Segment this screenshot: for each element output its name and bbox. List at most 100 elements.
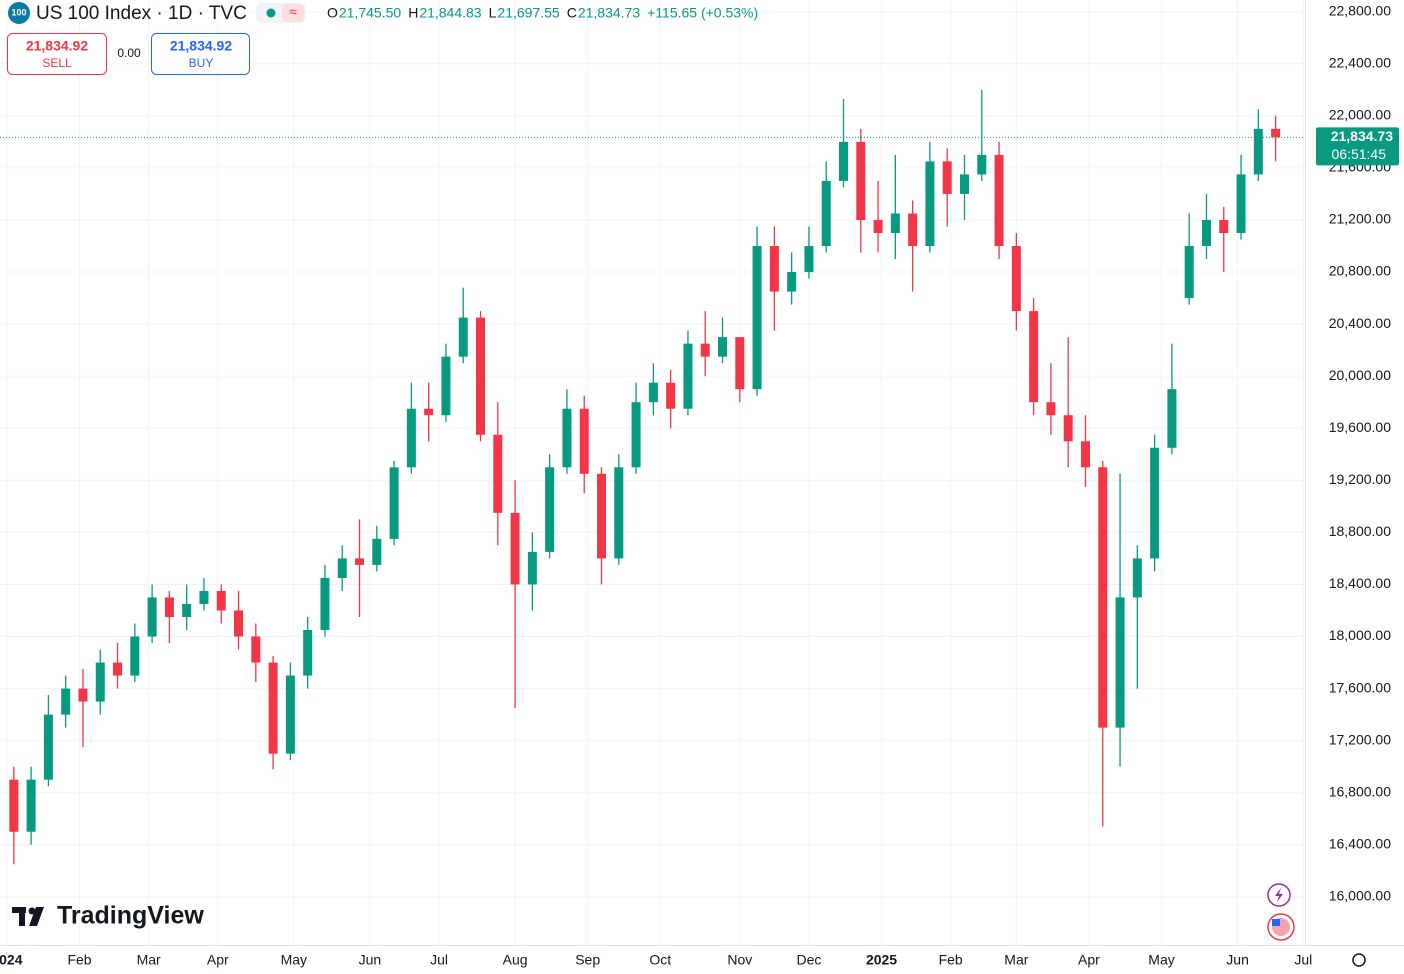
ohlc-value: 21,834.73	[578, 5, 640, 21]
candle-body	[769, 246, 779, 292]
x-tick-label: May	[1148, 952, 1174, 968]
logo-mark	[19, 907, 25, 926]
spread: 0.00	[117, 46, 141, 60]
candle-body	[1271, 128, 1281, 138]
candle-body	[424, 408, 434, 416]
candle-body	[648, 382, 658, 403]
candle-body	[614, 467, 624, 559]
x-tick-label: Mar	[1004, 952, 1028, 968]
ohlc-value: 21,745.50	[339, 5, 401, 21]
candle-body	[666, 382, 676, 409]
symbol-icon-text: 100	[11, 7, 26, 17]
x-tick-label: Feb	[67, 952, 91, 968]
candle-body	[908, 213, 918, 247]
x-tick-label: Mar	[137, 952, 161, 968]
candle-body	[1098, 467, 1108, 728]
candle-body	[1167, 389, 1177, 448]
x-tick-label: May	[281, 952, 307, 968]
y-tick-label: 16,800.00	[1329, 783, 1391, 799]
x-tick-label: Jul	[1294, 952, 1312, 968]
candle-body	[890, 213, 900, 233]
candle-body	[1029, 311, 1039, 403]
candle-body	[977, 154, 987, 175]
y-tick-label: 19,600.00	[1329, 419, 1391, 435]
sell-label: SELL	[42, 56, 72, 70]
candle-body	[821, 180, 831, 247]
candle-body	[752, 246, 762, 390]
logo[interactable]: TradingView	[12, 902, 204, 930]
candle-body	[9, 779, 19, 832]
sell-button[interactable]	[7, 33, 107, 75]
market-open-dot	[266, 8, 276, 18]
ohlc-label: H	[408, 5, 418, 21]
x-tick-label: Apr	[1078, 952, 1100, 968]
candle-body	[510, 512, 520, 585]
y-tick-label: 16,400.00	[1329, 835, 1391, 851]
last-price-tag	[1316, 127, 1399, 166]
candle-body	[735, 337, 745, 390]
buy-button[interactable]	[151, 33, 250, 75]
x-tick-label: 2025	[866, 952, 897, 968]
ohlc-value: 21,697.55	[497, 5, 559, 21]
candle-body	[95, 662, 105, 702]
ohlc-label: O	[327, 5, 338, 21]
candle-body	[1219, 219, 1229, 233]
candle-body	[1201, 219, 1211, 247]
candle-body	[631, 402, 641, 468]
candle-body	[199, 590, 209, 604]
candle-body	[1150, 447, 1160, 559]
y-tick-label: 18,000.00	[1329, 627, 1391, 643]
y-tick-label: 22,000.00	[1329, 107, 1391, 123]
candle-body	[718, 337, 728, 357]
ohlc-label: L	[489, 5, 497, 21]
candle-body	[683, 343, 693, 409]
candle-body	[959, 174, 969, 194]
sell-price: 21,834.92	[26, 38, 88, 54]
delayed-icon-glyph: ≈	[289, 4, 297, 20]
x-tick-label: Oct	[649, 952, 671, 968]
candle-body	[700, 343, 710, 357]
candle-body	[147, 597, 157, 637]
y-tick-label: 17,600.00	[1329, 679, 1391, 695]
candle-body	[78, 688, 88, 702]
last-price-label: 21,834.73	[1331, 128, 1393, 144]
change: +115.65 (+0.53%)	[647, 5, 758, 21]
candle-body	[873, 219, 883, 233]
candle-body	[838, 141, 848, 181]
ohlc-legend: O 21,745.50 H 21,844.83 L 21,697.55 C 21,834.73…	[327, 5, 758, 21]
x-tick-label: Jun	[359, 952, 382, 968]
x-tick-label: Aug	[503, 952, 528, 968]
symbol-title[interactable]: US 100 Index · 1D · TVC	[36, 3, 247, 24]
candle-body	[130, 636, 140, 676]
y-tick-label: 17,200.00	[1329, 731, 1391, 747]
events-icon-glyph	[1275, 888, 1283, 902]
candle-body	[441, 356, 451, 416]
candle-body	[597, 473, 607, 559]
candle-body	[476, 317, 486, 435]
candle-body	[1011, 246, 1021, 312]
y-tick-label: 18,800.00	[1329, 523, 1391, 539]
candle-body	[1115, 597, 1125, 728]
x-tick-label: Apr	[207, 952, 229, 968]
x-tick-label: Jul	[430, 952, 448, 968]
grid	[0, 0, 1305, 945]
y-tick-label: 20,000.00	[1329, 367, 1391, 383]
symbol-icon[interactable]	[8, 2, 30, 24]
ohlc-value: 21,844.83	[419, 5, 481, 21]
candle-body	[1080, 441, 1090, 468]
candle-body	[164, 597, 174, 617]
y-tick-label: 19,200.00	[1329, 471, 1391, 487]
y-tick-label: 21,200.00	[1329, 211, 1391, 227]
candle-body	[26, 779, 36, 832]
y-tick-label: 22,400.00	[1329, 54, 1391, 70]
candle-body	[389, 467, 399, 539]
plot	[0, 89, 1305, 865]
candle-body	[285, 675, 295, 754]
settings-icon[interactable]	[1352, 953, 1366, 967]
delayed-icon	[282, 4, 304, 22]
candle-body	[493, 434, 503, 513]
logo-mark	[28, 907, 36, 915]
candle-body	[545, 467, 555, 552]
candle-body	[372, 538, 382, 565]
